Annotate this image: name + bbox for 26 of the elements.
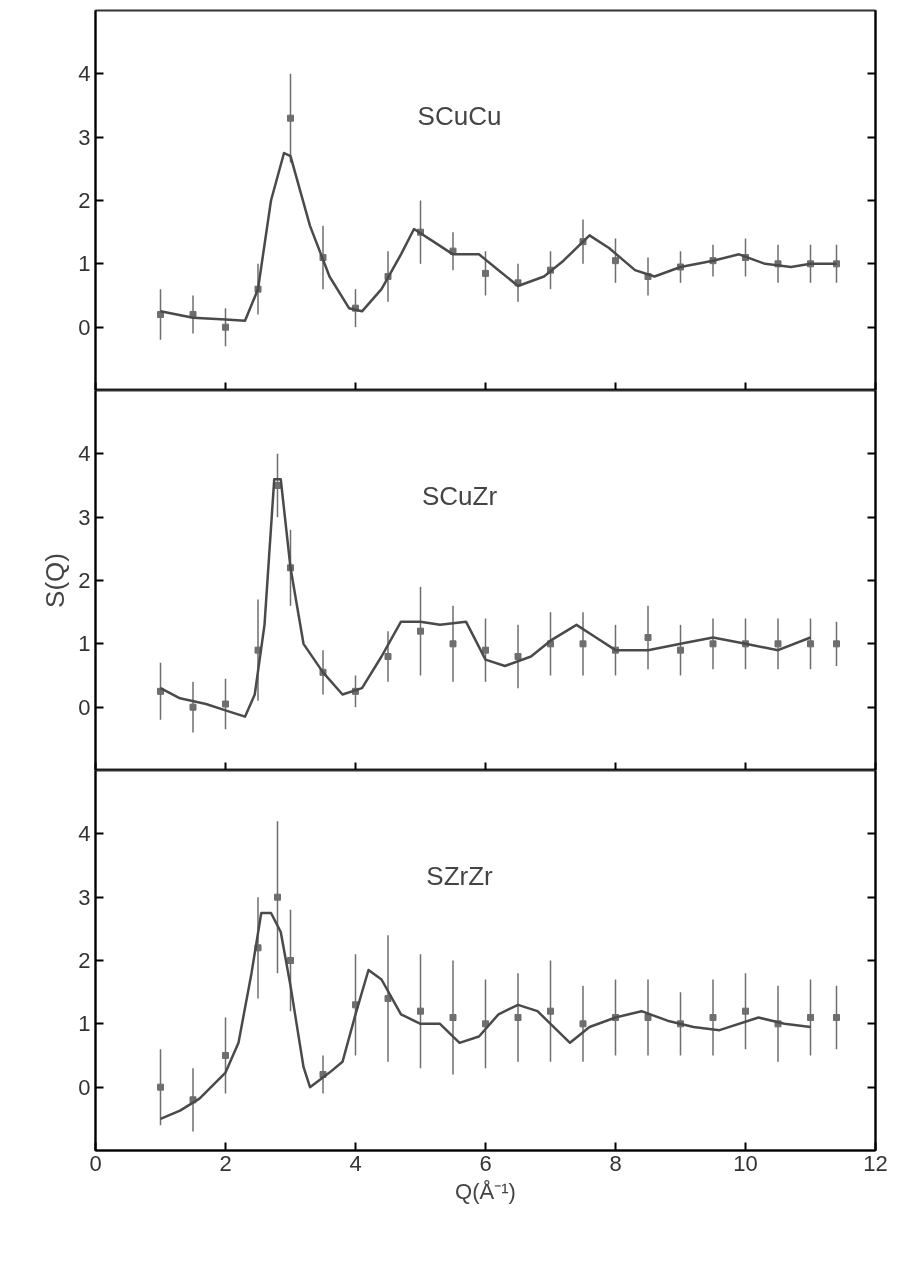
y-tick-label: 1	[78, 631, 91, 657]
annotation: SCuCu	[417, 100, 502, 131]
x-tick-label: 6	[479, 1150, 492, 1176]
y-tick-label: 1	[78, 251, 91, 277]
y-tick-label: 4	[78, 61, 91, 87]
y-tick-label: 3	[78, 884, 91, 910]
y-tick-label: 3	[78, 504, 91, 530]
y-tick-label: 2	[78, 948, 91, 973]
y-tick-label: 0	[78, 314, 91, 340]
x-axis-title: Q(Å⁻¹)	[455, 1178, 516, 1204]
y-tick-label: 2	[78, 188, 91, 213]
y-axis-title: S(Q)	[40, 553, 71, 608]
y-tick-label: 0	[78, 694, 91, 720]
annotation: SZrZr	[426, 860, 494, 891]
y-tick-label: 0	[78, 1074, 91, 1100]
y-tick-label: 4	[78, 441, 91, 467]
x-tick-label: 10	[733, 1150, 758, 1176]
y-tick-label: 1	[78, 1011, 91, 1037]
annotation: SCuZr	[421, 480, 498, 511]
y-tick-label: 2	[78, 568, 91, 593]
x-tick-label: 8	[609, 1150, 622, 1176]
y-tick-label: 3	[78, 124, 91, 150]
x-tick-label: 4	[349, 1150, 362, 1176]
y-tick-label: 4	[78, 821, 91, 847]
x-tick-label: 12	[863, 1150, 888, 1176]
x-tick-label: 2	[219, 1150, 232, 1176]
